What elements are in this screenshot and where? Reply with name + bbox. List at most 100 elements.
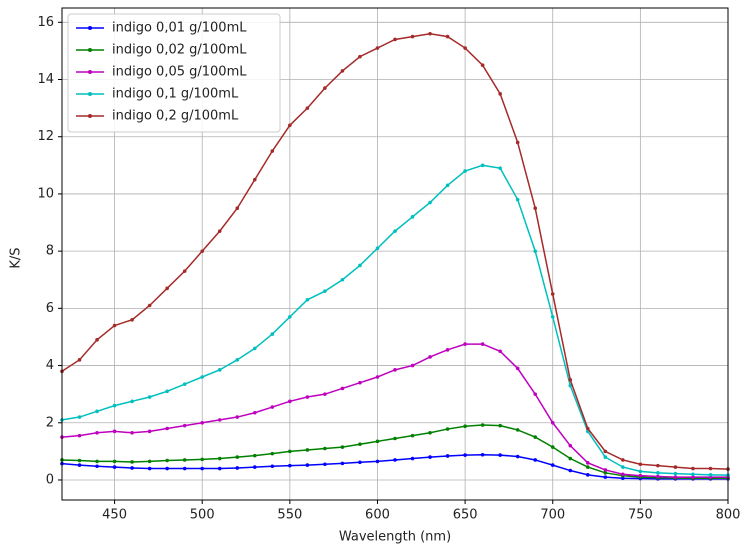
legend-marker (88, 70, 92, 74)
point (252, 465, 257, 469)
point (235, 415, 240, 419)
point (305, 106, 310, 110)
x-tick-label: 700 (540, 508, 565, 523)
point (165, 458, 169, 463)
legend-label: indigo 0,05 g/100mL (112, 65, 247, 80)
point (130, 466, 134, 470)
point (235, 358, 240, 362)
point (708, 466, 713, 471)
point (217, 466, 222, 471)
point (445, 427, 450, 431)
point (656, 471, 660, 475)
point (288, 123, 292, 128)
point (200, 466, 205, 471)
x-tick-label: 800 (716, 508, 741, 523)
point (515, 366, 520, 371)
point (621, 458, 625, 462)
point (147, 395, 152, 399)
point (165, 286, 169, 291)
point (673, 475, 678, 479)
point (603, 471, 608, 475)
point (585, 465, 590, 469)
y-tick-label: 16 (37, 15, 54, 30)
series (60, 453, 730, 481)
point (323, 446, 327, 451)
point (95, 409, 99, 414)
point (270, 149, 275, 153)
x-tick-label: 500 (190, 508, 215, 523)
point (358, 460, 362, 465)
point (77, 358, 82, 362)
point (112, 323, 117, 328)
legend-marker (88, 26, 92, 30)
point (621, 472, 625, 477)
x-tick-label: 750 (628, 508, 653, 523)
legend-marker (88, 114, 92, 118)
point (95, 464, 99, 469)
point (340, 445, 345, 449)
point (428, 455, 432, 459)
point (480, 453, 485, 457)
point (288, 449, 292, 454)
series-line (61, 424, 728, 480)
point (77, 433, 82, 438)
series-line (61, 343, 728, 478)
point (217, 418, 222, 422)
point (165, 389, 169, 394)
point (463, 424, 467, 429)
point (428, 355, 432, 359)
point (428, 31, 432, 36)
x-tick-label: 650 (453, 508, 478, 523)
point (480, 423, 485, 427)
point (410, 456, 415, 461)
point (498, 453, 502, 457)
point (77, 415, 82, 419)
point (621, 476, 625, 481)
point (603, 475, 608, 479)
point (480, 163, 485, 168)
point (182, 382, 187, 386)
point (358, 442, 362, 447)
point (445, 454, 450, 458)
point (480, 342, 485, 346)
point (323, 86, 327, 90)
point (410, 34, 415, 39)
point (95, 338, 99, 342)
point (112, 459, 117, 464)
point (533, 392, 538, 396)
point (323, 289, 327, 293)
point (147, 429, 152, 434)
point (130, 430, 134, 435)
point (568, 378, 573, 382)
point (585, 426, 590, 431)
legend-label: indigo 0,01 g/100mL (112, 21, 247, 36)
point (340, 69, 345, 73)
point (393, 436, 397, 441)
point (130, 317, 134, 322)
point (393, 368, 397, 372)
y-tick-label: 8 (46, 244, 54, 259)
point (480, 63, 485, 68)
y-tick-label: 0 (46, 472, 54, 487)
point (358, 54, 362, 59)
point (340, 277, 345, 282)
point (270, 405, 275, 409)
point (305, 297, 310, 302)
point (130, 460, 134, 464)
y-tick-label: 10 (37, 186, 54, 201)
point (252, 177, 257, 182)
point (147, 466, 152, 471)
point (200, 420, 205, 425)
legend-label: indigo 0,2 g/100mL (112, 109, 239, 124)
point (358, 380, 362, 385)
point (515, 197, 520, 202)
point (498, 423, 502, 428)
point (270, 451, 275, 456)
series (60, 163, 730, 477)
point (288, 315, 292, 319)
point (550, 463, 555, 467)
point (200, 457, 205, 462)
point (323, 392, 327, 396)
point (550, 292, 555, 296)
point (77, 463, 82, 467)
